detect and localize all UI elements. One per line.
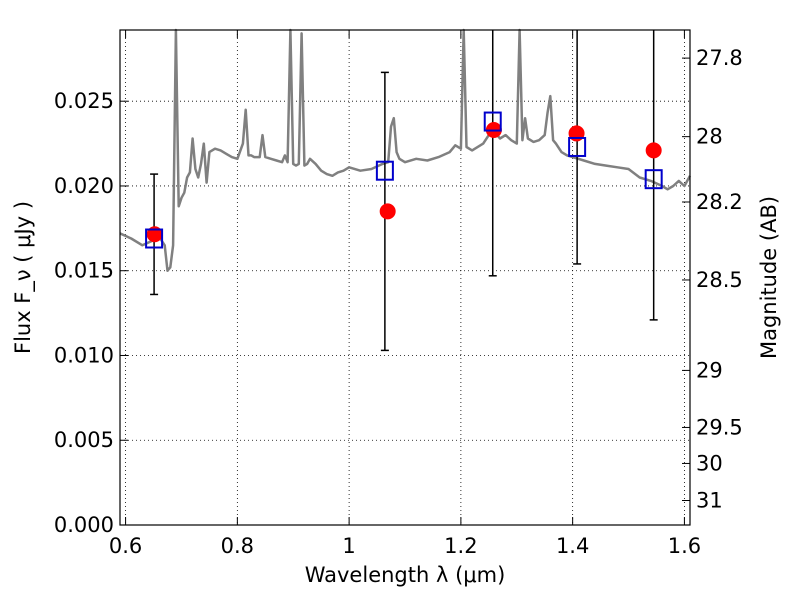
x-tick-label: 1.6 (668, 534, 701, 558)
right-tick-label: 29 (696, 358, 723, 382)
spectrum-line (119, 28, 692, 272)
model-flux-square (375, 160, 394, 181)
photometry-markers (145, 111, 663, 249)
y-tick-label: 0.005 (54, 428, 114, 452)
y-tick-label: 0.015 (54, 259, 114, 283)
right-tick-label: 30 (696, 451, 723, 475)
x-tick-label: 1.2 (444, 534, 477, 558)
right-tick-label: 31 (696, 488, 723, 512)
model-spectrum (119, 28, 692, 272)
y-tick-label: 0.020 (54, 174, 114, 198)
observed-flux-point (645, 142, 662, 159)
x-tick-label: 0.8 (221, 534, 254, 558)
right-tick-label: 28 (696, 125, 723, 149)
x-tick-label: 1 (342, 534, 355, 558)
axis-ticks: 0.6 0.8 1 1.2 1.4 1.6 0.000 0.005 0.010 0.015 0.02… (54, 30, 743, 558)
x-tick-label: 0.6 (109, 534, 142, 558)
right-tick-label: 28.2 (696, 190, 743, 214)
model-flux-square (483, 111, 502, 132)
x-tick-label: 1.4 (556, 534, 589, 558)
right-tick-label: 27.8 (696, 46, 743, 70)
x-axis-label: Wavelength λ (μm) (305, 563, 506, 587)
model-flux-square (145, 228, 164, 249)
y-tick-label: 0.025 (54, 89, 114, 113)
plot-frame (119, 29, 691, 526)
y-tick-label: 0.000 (54, 513, 114, 537)
model-flux-square (568, 136, 587, 157)
right-tick-label: 29.5 (696, 415, 743, 439)
y-axis-label-left: Flux F_ν ( μJy ) (11, 201, 36, 354)
grid (120, 30, 690, 526)
y-axis-label-right: Magnitude (AB) (757, 196, 781, 359)
observed-flux-point (379, 203, 396, 220)
model-flux-square (644, 169, 663, 190)
right-tick-label: 28.5 (696, 268, 743, 292)
error-bars (150, 30, 658, 352)
y-tick-label: 0.010 (54, 343, 114, 367)
